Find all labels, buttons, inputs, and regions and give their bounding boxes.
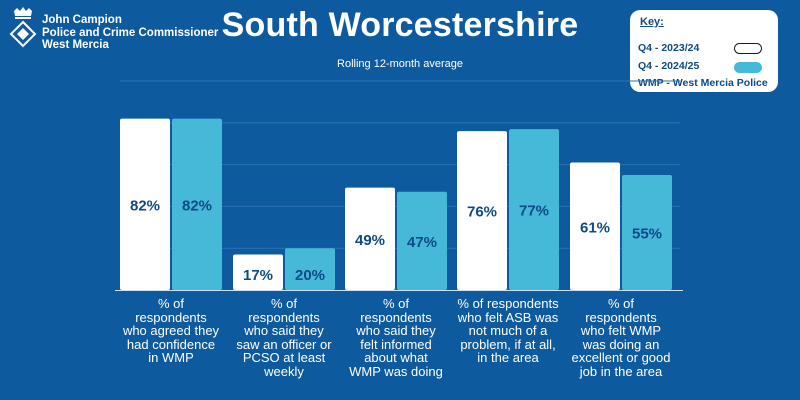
category-label-3: % of respondents who said they felt informe… [349, 296, 443, 379]
bar-series-2-cat-3 [397, 191, 447, 290]
category-label-5: % of respondents who felt WMP was doing an e… [571, 296, 671, 379]
bar-series-2-cat-2 [285, 248, 335, 290]
legend-box: Key: Q4 - 2023/24 Q4 - 2024/25 WMP - Wes… [630, 10, 778, 92]
pcc-logo: John Campion Police and Crime Commission… [8, 6, 218, 66]
legend-note: WMP - West Mercia Police [638, 77, 768, 89]
bar-series-1-cat-4 [457, 131, 507, 290]
legend-series-2-swatch [734, 62, 762, 73]
data-label-series-1-cat-4: 76% [467, 204, 497, 221]
legend-series-1-swatch [734, 43, 762, 54]
bar-series-2-cat-4 [509, 129, 559, 290]
data-label-series-2-cat-5: 55% [632, 226, 662, 243]
data-label-series-1-cat-2: 17% [243, 267, 273, 284]
page-subtitle: Rolling 12-month average [337, 58, 463, 70]
category-label-4: % of respondents who felt ASB was not much… [457, 296, 559, 365]
category-label-2: % of respondents who said they saw an offic… [236, 296, 332, 379]
category-label-1: % of respondents who agreed they had confid… [122, 296, 220, 365]
data-label-series-2-cat-4: 77% [519, 203, 549, 220]
legend-series-2-label: Q4 - 2024/25 [638, 60, 700, 72]
bar-series-1-cat-5 [570, 162, 620, 290]
legend-title: Key: [640, 16, 664, 28]
page-title: South Worcestershire [221, 6, 579, 44]
bar-series-1-cat-2 [233, 254, 283, 290]
bar-series-1-cat-1 [120, 118, 170, 291]
data-label-series-1-cat-1: 82% [130, 197, 160, 214]
bar-series-2-cat-1 [172, 118, 222, 291]
data-label-series-1-cat-3: 49% [355, 232, 385, 249]
logo-line-1: John Campion [42, 14, 122, 26]
legend-series-1-label: Q4 - 2023/24 [638, 42, 700, 54]
bar-series-1-cat-3 [345, 187, 395, 290]
data-label-series-2-cat-3: 47% [407, 234, 437, 251]
data-label-series-2-cat-2: 20% [295, 267, 325, 284]
crown-badge-icon [9, 7, 37, 48]
logo-line-3: West Mercia [42, 39, 109, 51]
bar-series-2-cat-5 [622, 175, 672, 290]
logo-line-2: Police and Crime Commissioner [42, 26, 219, 39]
data-label-series-1-cat-5: 61% [580, 219, 610, 236]
data-label-series-2-cat-1: 82% [182, 197, 212, 214]
